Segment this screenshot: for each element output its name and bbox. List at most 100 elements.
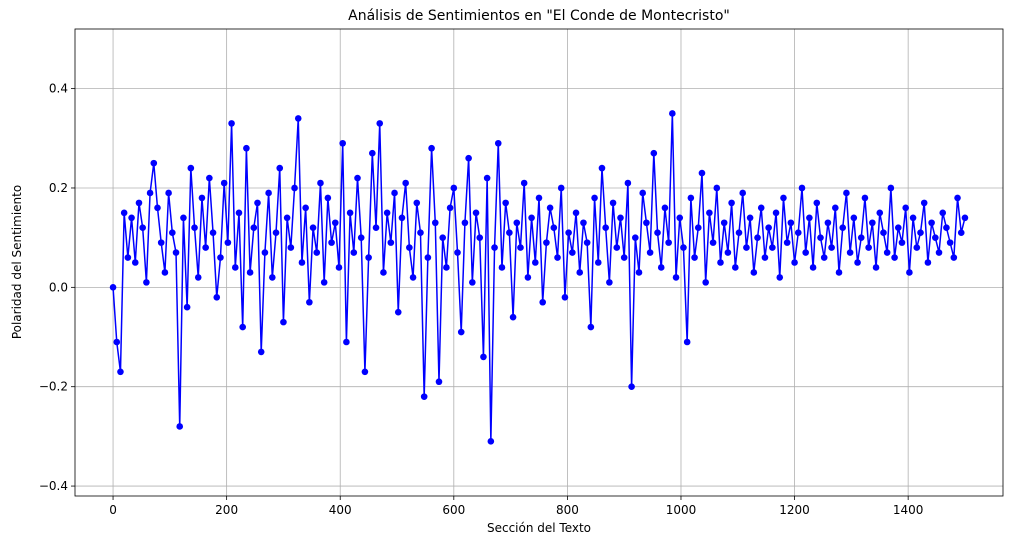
data-point <box>620 254 628 261</box>
data-point <box>357 234 365 241</box>
data-point <box>650 149 658 157</box>
data-point <box>906 269 913 276</box>
data-point <box>680 244 687 251</box>
data-point <box>665 239 672 246</box>
data-point <box>380 269 387 276</box>
data-point <box>398 214 406 222</box>
data-point <box>820 254 828 261</box>
data-point <box>150 159 158 167</box>
data-point <box>828 244 835 251</box>
data-point <box>702 279 709 286</box>
data-point <box>713 184 721 192</box>
data-point <box>494 139 502 147</box>
data-point <box>502 199 509 207</box>
data-point <box>676 214 684 222</box>
x-axis-label: Sección del Texto <box>487 521 591 535</box>
data-point <box>443 264 450 271</box>
data-point <box>191 224 198 232</box>
data-point <box>724 249 732 256</box>
x-tick-label: 600 <box>442 503 465 517</box>
data-point <box>454 249 461 256</box>
data-point <box>824 219 832 227</box>
y-tick-label: −0.4 <box>39 479 68 493</box>
data-point <box>324 194 332 202</box>
data-point <box>365 254 372 261</box>
x-tick-label: 1000 <box>666 503 697 517</box>
data-point <box>780 194 787 202</box>
data-point <box>880 229 887 236</box>
data-point <box>176 423 184 430</box>
data-point <box>113 338 121 346</box>
data-point <box>602 224 609 232</box>
data-point <box>198 194 206 202</box>
y-axis-label: Polaridad del Sentimiento <box>10 185 24 339</box>
data-point <box>187 164 195 172</box>
data-point <box>706 209 713 217</box>
data-point <box>728 199 735 207</box>
data-point <box>717 259 724 266</box>
data-point <box>802 249 809 256</box>
data-point <box>217 254 224 261</box>
data-point <box>850 214 858 222</box>
data-point <box>487 438 495 445</box>
chart-title: Análisis de Sentimientos en "El Conde de… <box>348 8 730 24</box>
data-point <box>835 269 843 276</box>
data-point <box>769 244 776 251</box>
data-point <box>220 179 228 187</box>
data-point <box>428 144 435 152</box>
data-point <box>243 144 250 152</box>
data-point <box>902 204 909 212</box>
data-point <box>435 378 443 386</box>
data-point <box>928 219 935 227</box>
data-point <box>939 209 947 217</box>
data-point <box>157 239 165 246</box>
data-point <box>483 174 491 182</box>
data-point <box>250 224 258 232</box>
data-point <box>735 229 743 236</box>
data-point <box>554 254 561 261</box>
data-point <box>746 214 754 222</box>
data-point <box>450 184 458 192</box>
data-point <box>672 274 680 281</box>
data-point <box>406 244 413 251</box>
data-point <box>557 184 565 192</box>
data-point <box>424 254 432 261</box>
data-point <box>583 239 591 246</box>
data-point <box>628 383 635 391</box>
data-point <box>813 199 821 207</box>
data-point <box>343 338 350 346</box>
data-point <box>409 274 417 281</box>
y-axis-ticks: −0.4 −0.2 0.0 0.2 0.4 <box>39 82 75 493</box>
data-point <box>798 184 806 192</box>
data-point <box>472 209 480 217</box>
data-point <box>950 254 958 261</box>
data-point <box>261 249 269 256</box>
data-point <box>683 338 691 346</box>
data-point <box>887 184 895 192</box>
data-point <box>632 234 639 241</box>
data-point <box>657 264 665 271</box>
data-point <box>224 239 232 246</box>
data-point <box>843 189 850 197</box>
data-point <box>287 244 295 251</box>
data-point <box>772 209 780 217</box>
y-tick-label: −0.2 <box>39 380 68 394</box>
data-point <box>431 219 439 227</box>
data-point <box>206 174 213 182</box>
data-point <box>320 279 328 286</box>
data-point <box>309 224 317 232</box>
data-point <box>787 219 795 227</box>
data-point <box>402 179 409 187</box>
data-point <box>761 254 769 261</box>
data-point <box>661 204 669 212</box>
data-point <box>617 214 624 222</box>
data-point <box>743 244 750 251</box>
data-point <box>572 209 580 217</box>
plot-area <box>75 29 1003 496</box>
data-point <box>846 249 854 256</box>
data-point <box>394 308 402 316</box>
data-point <box>439 234 447 241</box>
data-point <box>469 279 476 286</box>
data-point <box>339 139 346 147</box>
data-point <box>550 224 558 232</box>
